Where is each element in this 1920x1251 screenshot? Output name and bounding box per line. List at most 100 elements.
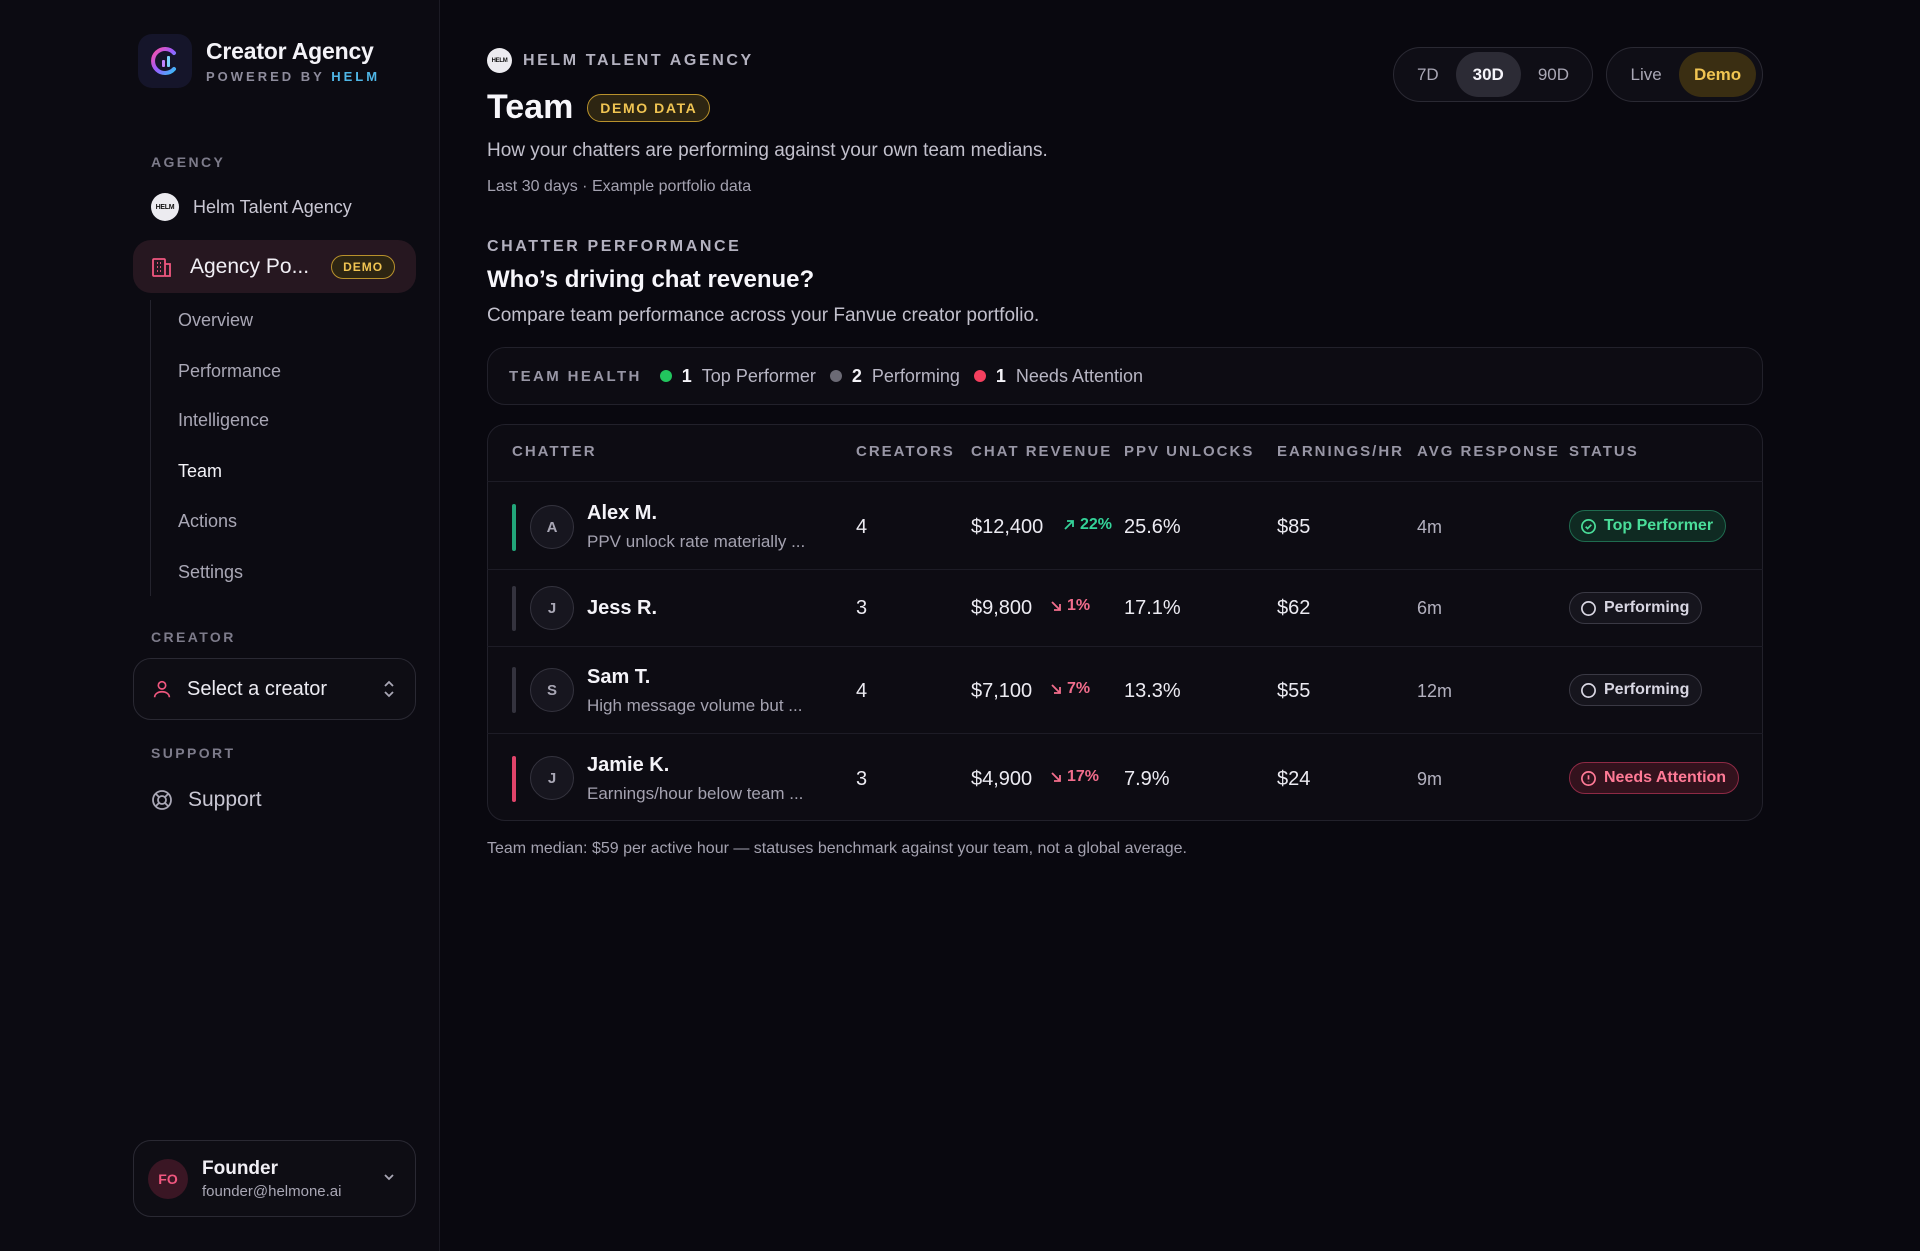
revenue-trend: 22%: [1062, 516, 1112, 534]
chatter-name: Jess R.: [587, 597, 658, 619]
page-title: Team: [487, 88, 574, 126]
column-header-earnings-hr[interactable]: EARNINGS/HR: [1277, 443, 1405, 460]
status-badge: Needs Attention: [1569, 762, 1740, 794]
earnings-per-hour: $85: [1277, 516, 1311, 538]
chatter-note: High message volume but ...: [587, 696, 803, 715]
user-name: Founder: [202, 1157, 278, 1179]
creator-select[interactable]: Select a creator: [133, 658, 416, 720]
creators-count: 3: [856, 768, 868, 790]
column-header-creators[interactable]: CREATORS: [856, 443, 955, 460]
table-row[interactable]: S Sam T. High message volume but ... 4 $…: [487, 646, 1763, 733]
creators-count: 3: [856, 597, 868, 619]
column-header-chatter[interactable]: CHATTER: [512, 443, 597, 460]
agency-logo-icon: HELM: [487, 48, 512, 73]
avg-response: 6m: [1417, 598, 1443, 618]
avatar: S: [530, 668, 574, 712]
ppv-unlocks: 25.6%: [1124, 516, 1181, 538]
demo-badge: DEMO: [331, 254, 396, 279]
table-row[interactable]: J Jess R. 3 $9,800 1% 17.1% $62 6m Perfo…: [487, 569, 1763, 646]
section-title: Who’s driving chat revenue?: [487, 266, 815, 293]
live-mode-button[interactable]: Live: [1630, 64, 1662, 84]
agency-section-label: AGENCY: [151, 154, 226, 170]
green-dot-icon: [659, 370, 672, 382]
chatter-name: Alex M.: [587, 502, 658, 524]
chatter-name: Jamie K.: [587, 754, 670, 776]
brand-powered-by: POWERED BY HELM: [206, 69, 381, 84]
chat-revenue: $12,400: [971, 516, 1044, 538]
health-needs-attention: 1 Needs Attention: [973, 366, 1143, 387]
chatter-table: [487, 424, 1763, 821]
sidebar-item-settings[interactable]: Settings: [178, 562, 244, 582]
team-health-bar: TEAM HEALTH 1 Top Performer 2 Performing…: [487, 347, 1763, 405]
row-accent: [512, 756, 516, 802]
sidebar-item-support[interactable]: Support: [150, 788, 262, 812]
sidebar: Creator Agency POWERED BY HELM AGENCY HE…: [0, 0, 440, 1251]
support-section-label: SUPPORT: [151, 745, 236, 761]
chatter-note: Earnings/hour below team ...: [587, 784, 804, 803]
creators-count: 4: [856, 516, 868, 538]
ppv-unlocks: 7.9%: [1124, 768, 1170, 790]
brand-logo-icon: [138, 34, 192, 88]
data-mode-toggle: Live Demo: [1606, 47, 1763, 102]
support-label: Support: [188, 788, 262, 811]
sidebar-item-actions[interactable]: Actions: [178, 511, 238, 531]
sidebar-item-agency-portfolio[interactable]: Agency Po... DEMO: [133, 240, 416, 293]
sidebar-item-overview[interactable]: Overview: [178, 310, 254, 330]
health-performing: 2 Performing: [829, 366, 960, 387]
column-header-status[interactable]: STATUS: [1569, 443, 1639, 460]
table-row[interactable]: A Alex M. PPV unlock rate materially ...…: [487, 481, 1763, 569]
agency-name: Helm Talent Agency: [193, 196, 352, 217]
chatter-note: PPV unlock rate materially ...: [587, 532, 806, 551]
agency-eyebrow-text: HELM TALENT AGENCY: [523, 51, 754, 69]
ppv-unlocks: 17.1%: [1124, 597, 1181, 619]
revenue-trend: 1%: [1049, 597, 1090, 615]
row-accent: [512, 504, 516, 551]
range-7d-button[interactable]: 7D: [1416, 64, 1439, 84]
user-email: founder@helmone.ai: [202, 1182, 342, 1200]
avg-response: 12m: [1417, 681, 1453, 701]
alert-circle-icon: [1580, 770, 1597, 787]
demo-data-badge: DEMO DATA: [587, 93, 711, 122]
column-header-avg-response[interactable]: AVG RESPONSE: [1417, 443, 1560, 460]
arrow-down-right-icon: [1051, 772, 1061, 782]
avatar: J: [530, 756, 574, 800]
row-accent: [512, 586, 516, 631]
lifebuoy-icon: [150, 788, 174, 812]
brand[interactable]: Creator Agency POWERED BY HELM: [138, 34, 380, 88]
chat-revenue: $7,100: [971, 680, 1033, 702]
building-icon: [150, 255, 174, 279]
check-circle-icon: [1580, 518, 1597, 535]
column-header-chat-revenue[interactable]: CHAT REVENUE: [971, 443, 1113, 460]
status-badge: Performing: [1569, 674, 1703, 706]
row-accent: [512, 667, 516, 713]
avatar: A: [530, 505, 574, 549]
user-menu[interactable]: FO Founder founder@helmone.ai: [133, 1140, 416, 1217]
avg-response: 9m: [1417, 769, 1443, 789]
user-icon: [151, 678, 173, 700]
circle-icon: [1580, 682, 1597, 699]
status-badge: Top Performer: [1569, 510, 1727, 542]
agency-selector[interactable]: HELM Helm Talent Agency: [151, 193, 352, 221]
circle-icon: [1580, 600, 1597, 617]
ppv-unlocks: 13.3%: [1124, 680, 1181, 702]
sidebar-item-intelligence[interactable]: Intelligence: [178, 410, 270, 430]
arrow-down-right-icon: [1051, 601, 1061, 611]
sidebar-item-performance[interactable]: Performance: [178, 361, 282, 381]
page-description: How your chatters are performing against…: [487, 140, 1048, 161]
arrow-down-right-icon: [1051, 684, 1061, 694]
chevron-up-down-icon: [381, 676, 397, 707]
agency-logo-icon: HELM: [151, 193, 179, 221]
range-90d-button[interactable]: 90D: [1537, 64, 1569, 84]
sidebar-item-team[interactable]: Team: [178, 461, 223, 481]
team-health-label: TEAM HEALTH: [509, 367, 642, 385]
demo-mode-button[interactable]: Demo: [1679, 52, 1756, 97]
health-top-performer: 1 Top Performer: [659, 366, 816, 387]
team-median-footnote: Team median: $59 per active hour — statu…: [487, 840, 1187, 857]
range-30d-button[interactable]: 30D: [1455, 52, 1521, 97]
avatar: FO: [148, 1158, 188, 1199]
table-row[interactable]: J Jamie K. Earnings/hour below team ... …: [487, 733, 1763, 821]
subnav-rail: [150, 300, 154, 596]
column-header-ppv-unlocks[interactable]: PPV UNLOCKS: [1124, 443, 1255, 460]
gray-dot-icon: [829, 370, 842, 382]
page-meta: Last 30 days · Example portfolio data: [487, 178, 752, 195]
